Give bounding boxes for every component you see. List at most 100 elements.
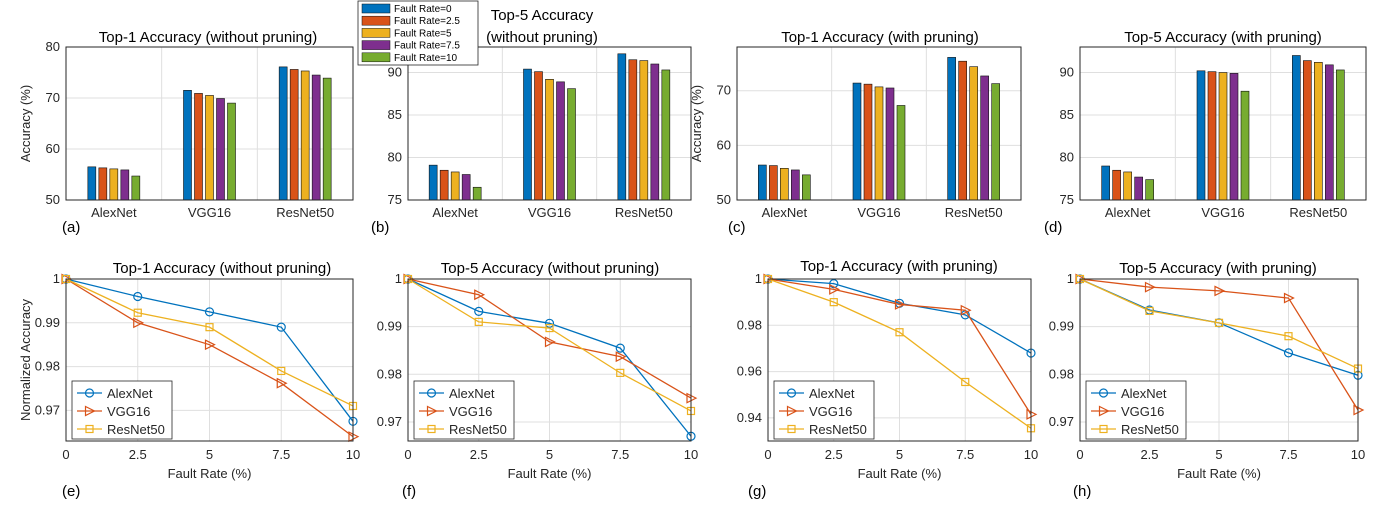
panel-letter: (e) bbox=[62, 483, 80, 500]
bar bbox=[1314, 61, 1323, 201]
y-tick-label: 90 bbox=[1060, 65, 1074, 80]
legend-label: Fault Rate=2.5 bbox=[394, 16, 460, 27]
data-point bbox=[474, 317, 483, 326]
data-point bbox=[204, 339, 216, 351]
series-line-vgg16 bbox=[1079, 278, 1359, 411]
legend-marker bbox=[786, 388, 797, 398]
legend-label: Fault Rate=5 bbox=[394, 28, 452, 39]
data-point bbox=[1145, 306, 1154, 316]
data-point bbox=[474, 289, 486, 301]
legend-marker bbox=[1099, 424, 1108, 434]
data-point bbox=[133, 291, 143, 302]
x-category-label: VGG16 bbox=[188, 205, 231, 220]
bar bbox=[780, 168, 789, 201]
y-tick-label: 60 bbox=[717, 137, 731, 152]
y-tick-label: 80 bbox=[388, 150, 402, 165]
bar bbox=[958, 60, 967, 201]
bar bbox=[311, 74, 321, 201]
data-point bbox=[544, 318, 555, 328]
legend-marker bbox=[426, 388, 437, 398]
bar bbox=[322, 77, 332, 201]
data-point bbox=[1214, 318, 1224, 327]
chart-title: Top-1 Accuracy (without pruning) bbox=[113, 260, 331, 277]
data-point bbox=[544, 336, 556, 348]
bar bbox=[556, 81, 565, 201]
axes-frame bbox=[736, 46, 1022, 201]
x-axis-label: Fault Rate (%) bbox=[508, 466, 592, 481]
legend-marker bbox=[787, 424, 796, 434]
bar bbox=[1101, 165, 1110, 201]
bar bbox=[1229, 73, 1239, 201]
y-tick-label: 1 bbox=[755, 271, 762, 286]
x-tick-label: 5 bbox=[1215, 447, 1222, 462]
data-point bbox=[276, 377, 288, 389]
series-line-resnet50 bbox=[767, 278, 1032, 429]
bar bbox=[278, 66, 288, 201]
chart-panel-1: 50 60 70 80 AlexNet VGG16 ResNet50 Accuracy (%)… bbox=[18, 29, 354, 236]
bar bbox=[1292, 55, 1301, 201]
chart-title: Top-1 Accuracy (without pruning) bbox=[99, 29, 317, 46]
series-line-alexnet bbox=[65, 278, 354, 422]
y-tick-label: 0.98 bbox=[737, 317, 762, 332]
legend-swatch bbox=[361, 15, 391, 26]
x-tick-label: 10 bbox=[1024, 447, 1038, 462]
axes-frame bbox=[407, 46, 692, 201]
bar bbox=[947, 57, 956, 201]
x-category-label: ResNet50 bbox=[1289, 205, 1347, 220]
bar bbox=[852, 82, 862, 201]
y-tick-label: 85 bbox=[1060, 107, 1074, 122]
bar bbox=[450, 171, 460, 201]
series-line-resnet50 bbox=[65, 278, 354, 407]
x-tick-label: 7.5 bbox=[611, 447, 629, 462]
chart-panel-4: 75 80 85 90 AlexNet VGG16 ResNet50 Top-5 Accura… bbox=[1044, 29, 1367, 236]
series-line-vgg16 bbox=[65, 278, 354, 438]
bar bbox=[980, 75, 989, 201]
legend-label: ResNet50 bbox=[107, 422, 165, 437]
y-tick-label: 70 bbox=[717, 83, 731, 98]
x-tick-label: 0 bbox=[1076, 447, 1083, 462]
bar bbox=[461, 174, 471, 201]
x-category-label: ResNet50 bbox=[276, 205, 334, 220]
bar bbox=[628, 59, 638, 201]
data-point bbox=[615, 343, 625, 353]
data-point bbox=[894, 298, 906, 310]
x-tick-label: 2.5 bbox=[470, 447, 488, 462]
panel-letter: (g) bbox=[748, 483, 766, 500]
legend-marker bbox=[426, 405, 438, 417]
legend-swatch bbox=[361, 40, 391, 50]
legend-marker bbox=[1098, 405, 1110, 417]
x-tick-label: 2.5 bbox=[129, 447, 147, 462]
bar bbox=[183, 90, 192, 201]
bar bbox=[1123, 171, 1132, 201]
x-tick-label: 2.5 bbox=[1140, 447, 1158, 462]
x-axis-label: Fault Rate (%) bbox=[168, 466, 252, 481]
panel-letter: (d) bbox=[1044, 219, 1062, 236]
data-point bbox=[961, 377, 970, 387]
legend-label: Fault Rate=0 bbox=[394, 4, 452, 15]
bar bbox=[534, 71, 543, 201]
data-point bbox=[545, 323, 554, 333]
x-category-label: AlexNet bbox=[432, 205, 478, 220]
panel-letter: (b) bbox=[371, 219, 389, 236]
x-category-label: AlexNet bbox=[762, 205, 808, 220]
x-tick-label: 5 bbox=[546, 447, 553, 462]
bar bbox=[791, 169, 800, 201]
y-tick-label: 90 bbox=[388, 65, 402, 80]
y-tick-label: 1 bbox=[53, 271, 60, 286]
bar bbox=[109, 168, 119, 201]
bar bbox=[1303, 60, 1312, 201]
bar bbox=[545, 79, 554, 201]
y-tick-label: 75 bbox=[1060, 192, 1074, 207]
bar bbox=[969, 66, 978, 201]
data-point bbox=[277, 366, 286, 376]
data-point bbox=[615, 351, 627, 363]
x-tick-label: 7.5 bbox=[272, 447, 290, 462]
bar bbox=[885, 87, 895, 201]
x-category-label: VGG16 bbox=[857, 205, 900, 220]
y-tick-label: 0.97 bbox=[35, 402, 60, 417]
bar bbox=[98, 167, 108, 201]
x-tick-label: 7.5 bbox=[1279, 447, 1297, 462]
chart-panel-2: 75 80 85 90 AlexNet VGG16 ResNet50 Top-5 Accura… bbox=[371, 7, 692, 236]
bar bbox=[1207, 71, 1217, 201]
